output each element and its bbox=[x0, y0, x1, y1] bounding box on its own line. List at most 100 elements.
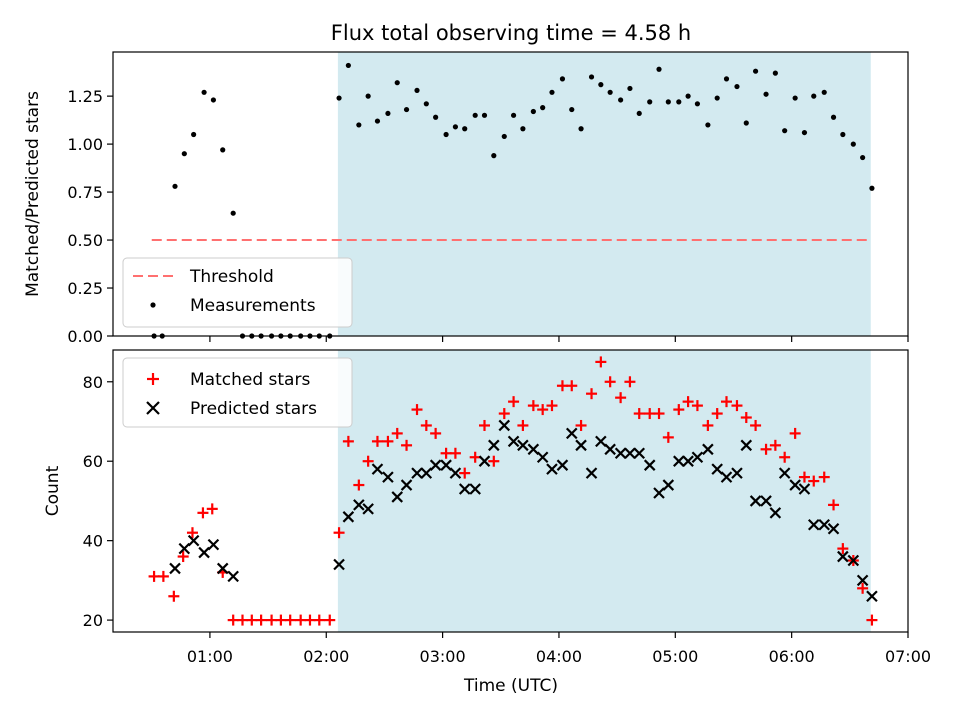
matched-star-point bbox=[866, 614, 878, 626]
time-x-tick-label: 04:00 bbox=[536, 647, 582, 666]
matched-star-point bbox=[595, 356, 607, 368]
predicted-star-point bbox=[837, 550, 849, 563]
predicted-star-point bbox=[711, 463, 723, 475]
predicted-star-point bbox=[807, 518, 820, 531]
predicted-star-point bbox=[827, 522, 840, 535]
measurement-point bbox=[588, 74, 595, 80]
matched-star-point bbox=[469, 451, 481, 463]
ratio-y-axis-label: Matched/Predicted stars bbox=[23, 91, 43, 297]
predicted-star-point bbox=[458, 483, 471, 495]
measurement-point bbox=[569, 106, 575, 113]
measurement-point bbox=[530, 108, 536, 115]
predicted-star-point bbox=[720, 471, 733, 483]
matched-star-point bbox=[313, 614, 325, 626]
measurement-point bbox=[772, 70, 778, 76]
predicted-star-point bbox=[778, 467, 791, 479]
observing-window-band-bottom bbox=[337, 350, 871, 632]
predicted-star-point bbox=[449, 467, 462, 479]
measurement-point bbox=[578, 126, 584, 132]
measurement-point bbox=[607, 89, 613, 95]
matched-star-point bbox=[769, 439, 781, 451]
measurement-point bbox=[414, 87, 420, 93]
predicted-star-point bbox=[595, 435, 607, 448]
predicted-star-point bbox=[760, 495, 772, 507]
matched-star-point bbox=[644, 408, 656, 420]
measurement-point bbox=[540, 105, 546, 111]
measurement-point bbox=[705, 122, 711, 128]
matched-star-point bbox=[304, 614, 316, 626]
predicted-star-point bbox=[702, 443, 714, 456]
matched-star-point bbox=[459, 467, 471, 479]
predicted-star-point bbox=[575, 439, 587, 452]
time-x-tick-label: 02:00 bbox=[303, 647, 349, 666]
predicted-star-point bbox=[187, 534, 200, 547]
predicted-star-point bbox=[856, 574, 869, 587]
measurement-point bbox=[743, 120, 749, 126]
matched-star-point bbox=[498, 408, 510, 420]
ratio-y-tick-label: 1.25 bbox=[67, 87, 103, 106]
matched-star-point bbox=[362, 455, 374, 467]
matched-star-point bbox=[731, 400, 743, 412]
matched-star-point bbox=[818, 471, 830, 483]
matched-star-point bbox=[527, 400, 539, 412]
matched-star-point bbox=[624, 376, 636, 388]
measurement-point bbox=[491, 153, 497, 159]
measurement-point bbox=[472, 112, 478, 118]
predicted-star-point bbox=[624, 447, 636, 460]
threshold-legend-label: Threshold bbox=[189, 267, 274, 287]
measurement-point bbox=[636, 110, 642, 117]
matched-star-point bbox=[440, 447, 452, 459]
predicted-star-point bbox=[216, 562, 229, 575]
matched-star-point bbox=[488, 455, 500, 467]
measurement-point bbox=[656, 66, 662, 72]
predicted-star-point bbox=[488, 439, 500, 452]
time-x-tick-label: 07:00 bbox=[885, 647, 931, 666]
ratio-y-tick-label: 0.00 bbox=[67, 327, 103, 346]
matched-legend-swatch bbox=[147, 373, 159, 385]
measurement-point bbox=[210, 97, 217, 103]
matched-star-point bbox=[401, 439, 413, 451]
matched-star-point bbox=[740, 412, 752, 424]
measurement-point bbox=[685, 93, 691, 99]
time-x-tick-label: 01:00 bbox=[187, 647, 233, 666]
matched-star-point bbox=[246, 614, 258, 626]
matched-star-point bbox=[478, 419, 490, 431]
matched-star-point bbox=[177, 551, 189, 563]
matched-star-point bbox=[537, 404, 549, 416]
measurement-point bbox=[220, 147, 226, 153]
matched-legend-label: Matched stars bbox=[190, 370, 310, 390]
counts-legend-box bbox=[122, 357, 353, 428]
measurement-point bbox=[452, 124, 459, 130]
matched-star-point bbox=[266, 614, 278, 626]
predicted-star-point bbox=[604, 443, 616, 456]
predicted-star-point bbox=[400, 479, 413, 491]
time-x-tick-label: 03:00 bbox=[420, 647, 466, 666]
predicted-star-point bbox=[653, 487, 665, 499]
matched-star-point bbox=[411, 404, 423, 416]
measurement-point bbox=[723, 76, 730, 82]
matched-star-point bbox=[546, 400, 558, 412]
measurements-legend-label: Measurements bbox=[190, 296, 316, 316]
predicted-star-point bbox=[731, 467, 743, 479]
count-y-ticks: 20 40 60 80 bbox=[83, 373, 113, 630]
measurement-point bbox=[230, 210, 236, 216]
predicted-star-point bbox=[527, 443, 540, 456]
measurement-point bbox=[481, 112, 488, 118]
count-y-tick-label: 60 bbox=[83, 452, 103, 471]
predicted-star-point bbox=[556, 459, 569, 471]
ratio-x-ticks bbox=[209, 336, 909, 342]
matched-star-point bbox=[604, 376, 616, 388]
predicted-star-point bbox=[391, 491, 404, 503]
ratio-legend: Threshold Measurements bbox=[122, 257, 353, 328]
matched-star-point bbox=[653, 408, 665, 420]
measurement-point bbox=[559, 76, 566, 82]
ratio-y-tick-label: 1.00 bbox=[67, 135, 103, 154]
measurement-point bbox=[860, 154, 866, 161]
matched-star-point bbox=[837, 543, 849, 555]
matched-stars-points bbox=[148, 356, 878, 626]
measurement-point bbox=[365, 93, 371, 99]
measurement-point bbox=[385, 110, 391, 117]
matched-star-point bbox=[682, 396, 694, 408]
